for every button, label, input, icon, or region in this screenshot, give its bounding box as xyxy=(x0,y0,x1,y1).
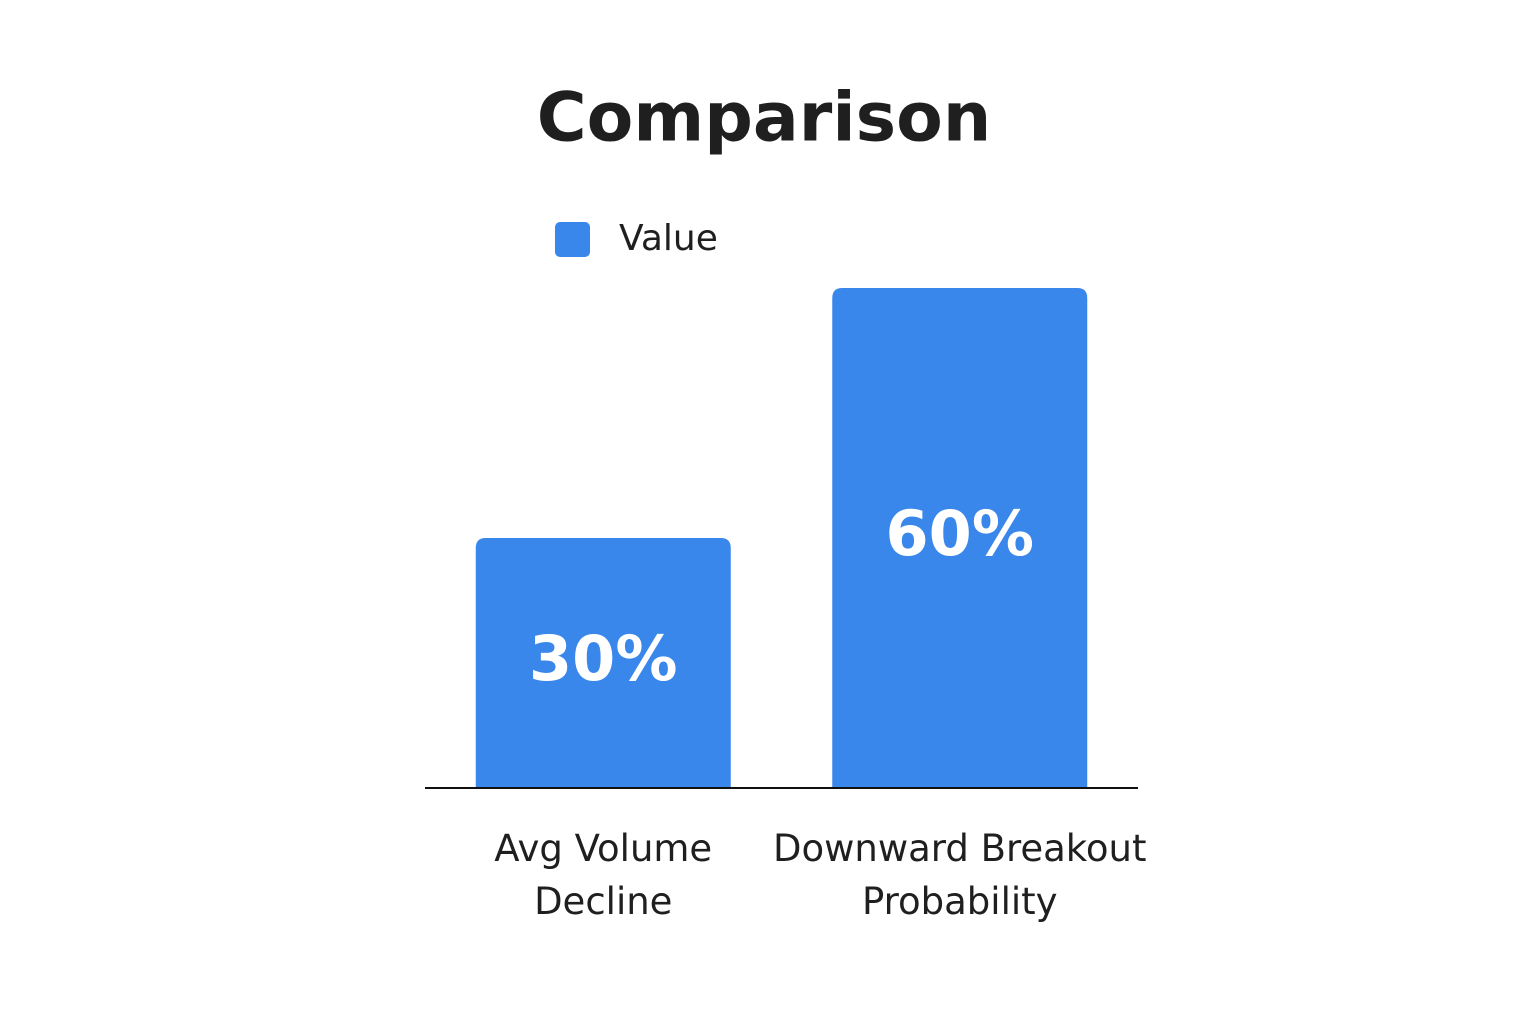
x-tick-label: Downward Breakout Probability xyxy=(772,827,1147,923)
bar xyxy=(475,538,731,788)
value-label: 60% xyxy=(886,497,1034,570)
legend-label: Value xyxy=(619,218,718,259)
bar xyxy=(832,288,1088,788)
value-label: 30% xyxy=(529,622,677,695)
x-tick-label: Avg Volume Decline xyxy=(494,827,713,923)
legend-swatch xyxy=(555,222,590,257)
chart-title: Comparison xyxy=(537,79,991,158)
